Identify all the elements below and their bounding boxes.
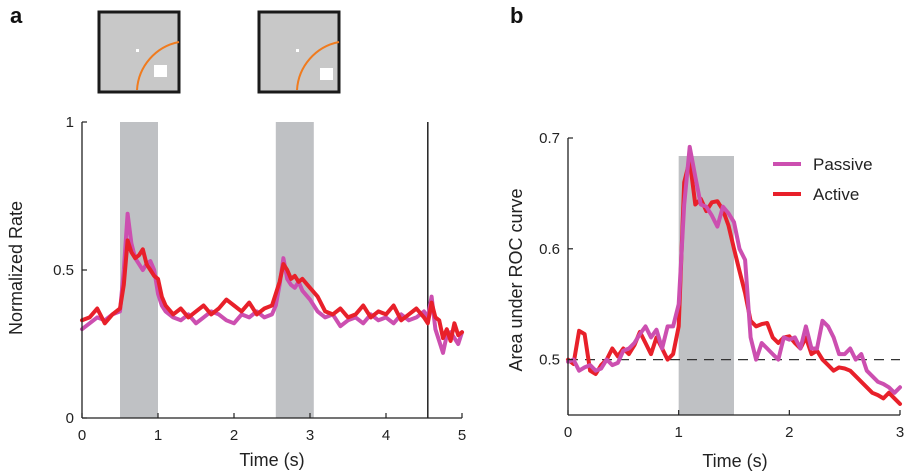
chart-b-ylabel: Area under ROC curve — [506, 188, 526, 371]
chart-b-series-active — [566, 158, 902, 406]
chart-a-series-passive — [80, 211, 464, 355]
chart-a-xtick-label-1: 1 — [154, 427, 162, 444]
chart-b-ytick-label-2: 0.7 — [539, 130, 560, 147]
chart-b-xtick-label-3: 3 — [896, 424, 904, 441]
fixation-dot-2 — [296, 49, 299, 52]
chart-a-xtick-label-4: 4 — [382, 427, 390, 444]
chart-a-xtick-label-5: 5 — [458, 427, 466, 444]
panel-a-label: a — [10, 3, 23, 28]
panel-b-label: b — [510, 3, 523, 28]
chart-b-xtick-label-0: 0 — [564, 424, 572, 441]
legend-label-passive: Passive — [813, 155, 873, 174]
legend: Passive Active — [773, 155, 873, 204]
stimulus-icon-2 — [257, 10, 341, 94]
target-square-1 — [154, 65, 167, 77]
chart-b-xlabel: Time (s) — [702, 451, 767, 471]
chart-a-series-active — [80, 238, 464, 343]
chart-a: 0 1 2 3 4 5 0 0.5 1 — [53, 114, 466, 444]
arc-1 — [136, 41, 180, 91]
chart-a-xlabel: Time (s) — [239, 450, 304, 470]
arc-2 — [296, 41, 340, 91]
fixation-dot-1 — [136, 49, 139, 52]
chart-a-xtick-label-2: 2 — [230, 427, 238, 444]
chart-a-ytick-label-1: 0.5 — [53, 262, 74, 279]
chart-b: 0 1 2 3 0.5 0.6 0.7 — [539, 130, 904, 441]
chart-a-xtick-label-3: 3 — [306, 427, 314, 444]
chart-a-xtick-label-0: 0 — [78, 427, 86, 444]
chart-b-ytick-label-1: 0.6 — [539, 241, 560, 258]
chart-a-ytick-label-2: 1 — [66, 114, 74, 131]
chart-b-xtick-label-1: 1 — [674, 424, 682, 441]
legend-label-active: Active — [813, 185, 859, 204]
chart-b-shaded-interval-1 — [678, 156, 734, 415]
chart-b-series-passive — [566, 144, 902, 395]
chart-a-ylabel: Normalized Rate — [6, 201, 26, 335]
chart-b-xtick-label-2: 2 — [785, 424, 793, 441]
target-square-2 — [320, 68, 333, 80]
stimulus-icon-1 — [97, 10, 181, 94]
chart-b-ytick-label-0: 0.5 — [539, 352, 560, 369]
chart-a-ytick-label-0: 0 — [66, 410, 74, 427]
